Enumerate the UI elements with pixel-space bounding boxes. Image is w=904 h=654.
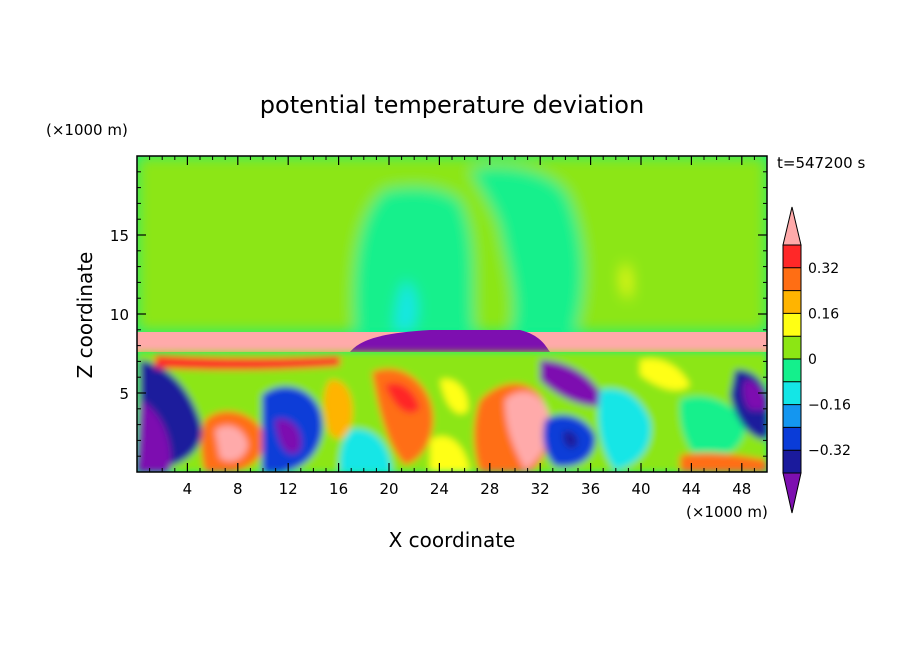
x-tick-label: 24: [430, 480, 449, 498]
y-unit-label: (×1000 m): [46, 121, 128, 139]
y-axis-label: Z coordinate: [73, 252, 97, 379]
colorbar-label: 0.16: [808, 306, 839, 322]
colorbar: 0.32 0.16 0 −0.16 −0.32: [782, 206, 851, 514]
x-tick-label: 12: [279, 480, 298, 498]
x-tick-label: 28: [480, 480, 499, 498]
x-unit-label: (×1000 m): [686, 503, 768, 521]
time-label: t=547200 s: [777, 154, 865, 172]
colorbar-segment: [783, 336, 801, 359]
colorbar-label: −0.16: [808, 398, 851, 414]
colorbar-frame: [782, 244, 802, 474]
y-axis: 5 10 15: [110, 171, 767, 457]
x-tick-label: 20: [379, 480, 398, 498]
x-tick-label: 44: [682, 480, 701, 498]
lower-turbulent-layer: [137, 352, 767, 472]
colorbar-segment: [783, 404, 801, 428]
colorbar-segment: [783, 381, 801, 405]
chart-title: potential temperature deviation: [260, 91, 644, 119]
colorbar-segment: [783, 245, 801, 268]
x-tick-label: 16: [329, 480, 348, 498]
y-tick-label: 5: [119, 385, 129, 403]
upper-layer: [137, 156, 767, 332]
x-tick-label: 48: [732, 480, 751, 498]
x-axis: 4 8 12 16 20 24 28 32 36 40 44 48: [149, 156, 755, 498]
y-tick-label: 15: [110, 227, 129, 245]
x-tick-label: 40: [631, 480, 650, 498]
x-axis-label: X coordinate: [389, 528, 516, 552]
colorbar-segment: [783, 290, 801, 314]
colorbar-segment: [783, 267, 801, 291]
x-tick-label: 4: [183, 480, 193, 498]
x-tick-label: 8: [233, 480, 243, 498]
colorbar-segment: [783, 427, 801, 451]
colorbar-segment: [783, 450, 801, 473]
colorbar-label: 0: [808, 352, 817, 368]
y-tick-label: 10: [110, 306, 129, 324]
colorbar-segment: [783, 313, 801, 337]
x-tick-label: 32: [531, 480, 550, 498]
colorbar-bottom-triangle: [782, 472, 802, 514]
colorbar-label: −0.32: [808, 443, 851, 459]
x-tick-label: 36: [581, 480, 600, 498]
colorbar-top-triangle: [782, 206, 802, 246]
colorbar-segment: [783, 359, 801, 382]
colorbar-label: 0.32: [808, 261, 839, 277]
plot-area: [137, 156, 767, 472]
